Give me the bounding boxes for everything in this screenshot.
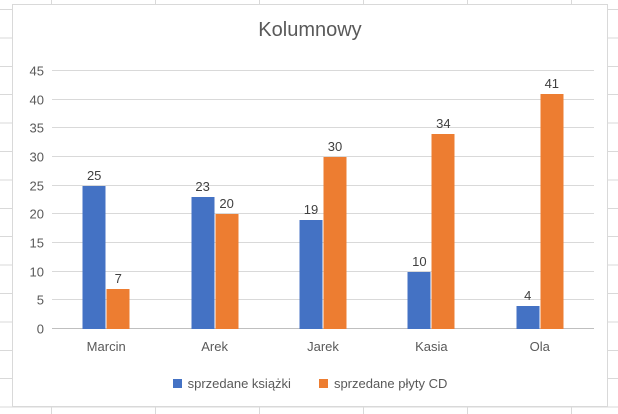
data-label: 25 bbox=[86, 167, 102, 183]
category-label-jarek: Jarek bbox=[307, 339, 339, 354]
y-axis-tick-label: 30 bbox=[29, 149, 44, 165]
y-axis-tick-label: 20 bbox=[29, 206, 44, 222]
legend-item-series-2[interactable]: sprzedane płyty CD bbox=[318, 376, 448, 391]
bar-books-arek[interactable]: 23 bbox=[191, 179, 215, 329]
legend-item-series-1[interactable]: sprzedane książki bbox=[172, 376, 291, 391]
data-label: 10 bbox=[412, 253, 427, 269]
y-axis-tick-label: 15 bbox=[29, 235, 44, 251]
data-label: 41 bbox=[544, 75, 560, 91]
legend-swatch-blue-icon bbox=[172, 379, 182, 388]
plot-area: 0 5 10 15 20 25 30 35 40 45 25 7 Marcin 23 20 Arek 19 30 J… bbox=[30, 64, 594, 354]
bar-cds-kasia[interactable]: 34 bbox=[431, 116, 455, 329]
y-axis-tick-label: 45 bbox=[29, 63, 44, 79]
legend-label-series-1: sprzedane książki bbox=[187, 376, 291, 391]
chart-title[interactable]: Kolumnowy bbox=[258, 19, 362, 41]
horizontal-gridline bbox=[52, 213, 594, 215]
horizontal-gridline bbox=[52, 70, 594, 71]
category-label-kasia: Kasia bbox=[415, 339, 448, 354]
data-label: 20 bbox=[219, 196, 234, 212]
bar-cds-arek[interactable]: 20 bbox=[215, 196, 239, 329]
category-label-ola: Ola bbox=[529, 339, 550, 354]
bar-cds-jarek[interactable]: 30 bbox=[323, 139, 347, 329]
bar-cds-ola[interactable]: 41 bbox=[540, 76, 564, 329]
legend-swatch-orange-icon bbox=[318, 379, 328, 388]
bar-books-kasia[interactable]: 10 bbox=[407, 254, 431, 329]
y-axis-tick-label: 5 bbox=[36, 292, 44, 308]
data-label: 30 bbox=[327, 139, 343, 154]
horizontal-gridline bbox=[52, 270, 594, 272]
horizontal-gridline bbox=[52, 299, 594, 301]
horizontal-gridline bbox=[52, 98, 594, 100]
y-axis-tick-label: 25 bbox=[29, 178, 44, 194]
y-axis-tick-label: 35 bbox=[29, 120, 44, 136]
horizontal-gridline bbox=[52, 127, 594, 129]
data-label: 23 bbox=[195, 179, 210, 195]
bar-group-kasia: 10 34 bbox=[407, 71, 455, 329]
chart-legend: sprzedane książki sprzedane płyty CD bbox=[13, 376, 607, 391]
bar-books-ola[interactable]: 4 bbox=[516, 288, 540, 329]
data-label: 4 bbox=[524, 288, 532, 304]
y-axis-tick-label: 40 bbox=[29, 92, 44, 108]
horizontal-gridline bbox=[52, 242, 594, 243]
data-label: 7 bbox=[114, 270, 122, 286]
bar-group-arek: 23 20 bbox=[191, 71, 239, 329]
legend-label-series-2: sprzedane płyty CD bbox=[333, 376, 448, 391]
horizontal-gridline bbox=[52, 156, 594, 157]
y-axis-tick-label: 0 bbox=[36, 321, 44, 337]
bar-group-jarek: 19 30 bbox=[299, 71, 347, 329]
bar-group-marcin: 25 7 bbox=[82, 71, 130, 329]
data-label: 19 bbox=[303, 202, 319, 218]
bar-books-marcin[interactable]: 25 bbox=[82, 168, 106, 329]
bar-cds-marcin[interactable]: 7 bbox=[106, 271, 130, 329]
y-axis-tick-label: 10 bbox=[29, 264, 44, 280]
category-label-arek: Arek bbox=[201, 339, 228, 354]
bar-books-jarek[interactable]: 19 bbox=[299, 202, 323, 329]
category-label-marcin: Marcin bbox=[86, 339, 126, 354]
x-axis-line bbox=[52, 328, 594, 329]
chart-area[interactable]: Kolumnowy 0 5 10 15 20 25 30 35 40 45 25 7 Marcin 23 2… bbox=[12, 4, 608, 407]
data-label: 34 bbox=[436, 116, 451, 132]
horizontal-gridline bbox=[52, 184, 594, 186]
bar-group-ola: 4 41 bbox=[516, 71, 564, 329]
